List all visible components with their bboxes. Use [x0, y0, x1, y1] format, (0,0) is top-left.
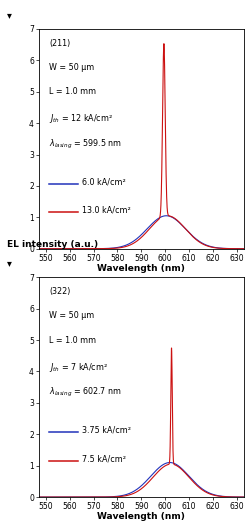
- Text: (322): (322): [49, 287, 70, 296]
- Text: ▾: ▾: [7, 10, 12, 20]
- Text: (211): (211): [49, 39, 70, 48]
- Text: L = 1.0 mm: L = 1.0 mm: [49, 336, 96, 345]
- X-axis label: Wavelength (nm): Wavelength (nm): [97, 512, 185, 521]
- Text: 7.5 kA/cm²: 7.5 kA/cm²: [82, 454, 126, 463]
- Text: 3.75 kA/cm²: 3.75 kA/cm²: [82, 426, 131, 434]
- Text: ▾: ▾: [7, 258, 12, 268]
- Text: 13.0 kA/cm²: 13.0 kA/cm²: [82, 206, 130, 215]
- Text: $\lambda_{lasing}$ = 599.5 nm: $\lambda_{lasing}$ = 599.5 nm: [49, 138, 122, 151]
- Text: EL intensity (a.u.): EL intensity (a.u.): [7, 240, 98, 249]
- Text: W = 50 μm: W = 50 μm: [49, 63, 94, 72]
- Text: L = 1.0 mm: L = 1.0 mm: [49, 87, 96, 96]
- Text: W = 50 μm: W = 50 μm: [49, 311, 94, 320]
- Text: $\lambda_{lasing}$ = 602.7 nm: $\lambda_{lasing}$ = 602.7 nm: [49, 386, 122, 399]
- Text: 6.0 kA/cm²: 6.0 kA/cm²: [82, 177, 126, 186]
- Text: $J_{th}$ = 12 kA/cm²: $J_{th}$ = 12 kA/cm²: [49, 113, 113, 125]
- Text: $J_{th}$ = 7 kA/cm²: $J_{th}$ = 7 kA/cm²: [49, 361, 108, 374]
- X-axis label: Wavelength (nm): Wavelength (nm): [97, 264, 185, 273]
